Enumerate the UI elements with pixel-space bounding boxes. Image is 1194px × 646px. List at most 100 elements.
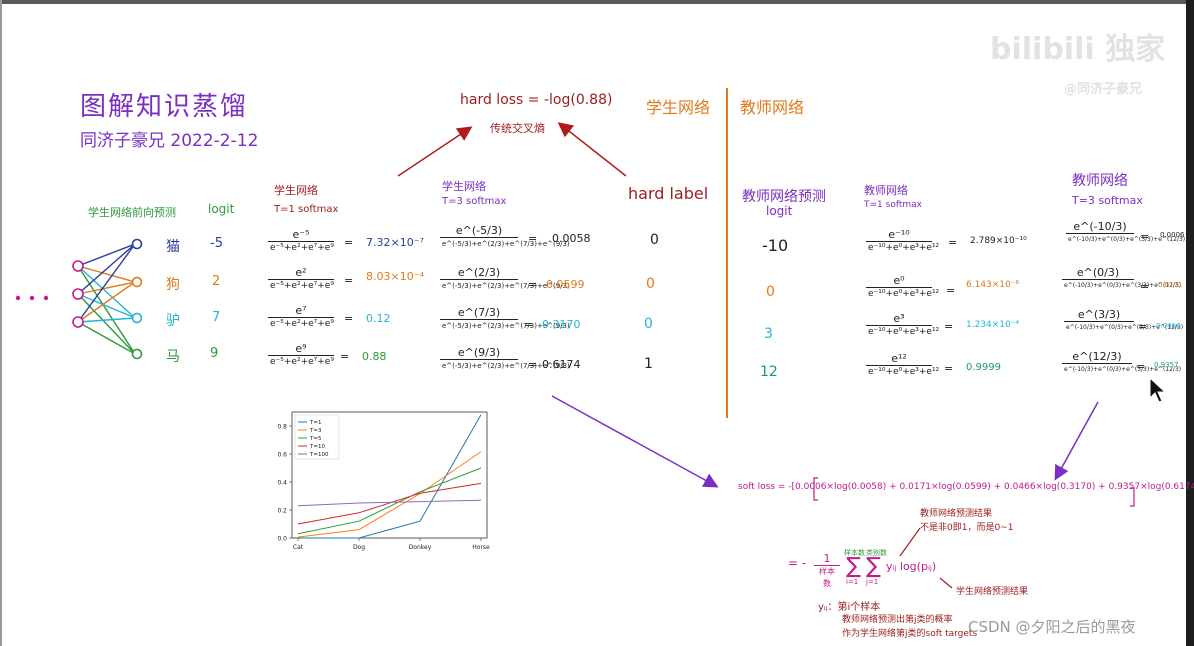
teacher-t1-eq-donkey: =: [944, 320, 954, 333]
series-line-t-3: [297, 451, 482, 538]
soft-loss-general-lhs: = -: [788, 556, 807, 570]
student-t1-eq-cat: =: [344, 236, 354, 249]
arrow-to-soft-loss-2: [1054, 401, 1099, 481]
y-tick-label: 0.2: [277, 508, 287, 515]
hard-loss-formula: hard loss = -log(0.88): [460, 92, 613, 108]
student-t1-eq-donkey: =: [344, 312, 354, 325]
teacher-logit-donkey: 3: [764, 326, 773, 342]
teacher-t1-eq-cat: =: [948, 236, 958, 249]
x-tick-label: Donkey: [409, 544, 432, 551]
x-tick-label: Dog: [353, 544, 365, 551]
arrow-to-hard-loss-2: [557, 122, 627, 177]
sum1-bottom: i=1: [846, 578, 859, 586]
page-subtitle: 同济子豪兄 2022-2-12: [80, 131, 259, 151]
teacher-t1-frac-cat: e⁻¹⁰ e⁻¹⁰+e⁰+e³+e¹²: [866, 228, 940, 253]
student-t3-val-donkey: 0.3170: [542, 318, 581, 331]
series-line-t-100: [297, 499, 482, 507]
student-t3-header-temp: T=3 softmax: [442, 196, 507, 207]
student-t3-eq-horse: =: [528, 358, 538, 371]
teacher-t1-val-cat: 2.789×10⁻¹⁰: [970, 236, 1027, 246]
student-t1-frac-horse: e⁹ e⁻⁵+e²+e⁷+e⁹: [268, 342, 334, 367]
bilibili-logo: bilibili 独家: [990, 32, 1166, 67]
student-t3-eq-cat: =: [528, 232, 538, 245]
teacher-t3-frac-donkey: e^(3/3) e^(-10/3)+e^(0/3)+e^(3/3)+e^(12/3…: [1064, 308, 1183, 334]
student-t1-eq-horse: =: [340, 350, 350, 363]
teacher-t1-val-donkey: 1.234×10⁻⁴: [966, 320, 1020, 330]
x-tick-label: Cat: [293, 544, 304, 551]
window-right-border: [1186, 0, 1194, 646]
teacher-t3-frac-dog: e^(0/3) e^(-10/3)+e^(0/3)+e^(3/3)+e^(12/3…: [1062, 266, 1181, 292]
teacher-t1-header-temp: T=1 softmax: [864, 200, 922, 210]
mouse-cursor-icon: [1149, 376, 1167, 403]
student-t3-frac-horse: e^(9/3) e^(-5/3)+e^(2/3)+e^(7/3)+e^(9/3): [440, 346, 570, 370]
note-student: 学生网络预测结果: [956, 587, 1029, 597]
hard-loss-caption: 传统交叉熵: [490, 122, 545, 135]
temperature-chart-svg: 0.0 0.2 0.4 0.6 0.8 Cat Dog Donkey Horse T=1 T=3 T=…: [277, 411, 490, 551]
student-t3-frac-dog: e^(2/3) e^(-5/3)+e^(2/3)+e^(7/3)+e^(9/3): [440, 266, 570, 290]
teacher-logit-cat: -10: [762, 236, 789, 255]
y-tick-label: 0.0: [277, 536, 287, 543]
student-t1-frac-cat: e⁻⁵ e⁻⁵+e²+e⁷+e⁹: [268, 228, 334, 253]
sum1-symbol: ∑: [846, 554, 861, 579]
student-t3-frac-cat: e^(-5/3) e^(-5/3)+e^(2/3)+e^(7/3)+e^(9/3): [440, 224, 570, 248]
student-t1-val-horse: 0.88: [362, 350, 387, 363]
teacher-logit-horse: 12: [760, 364, 778, 380]
soft-loss-formula: soft loss = -[0.0006×log(0.0058) + 0.017…: [738, 482, 1194, 492]
teacher-t1-frac-horse: e¹² e⁻¹⁰+e⁰+e³+e¹²: [866, 352, 940, 377]
student-t1-val-cat: 7.32×10⁻⁷: [366, 236, 424, 249]
window-top-bar: [0, 0, 1194, 4]
soft-loss-average-frac: 1 样本数: [814, 552, 840, 590]
teacher-t3-header-temp: T=3 softmax: [1072, 194, 1143, 207]
teacher-t1-frac-donkey: e³ e⁻¹⁰+e⁰+e³+e¹²: [866, 312, 940, 337]
legend-label: T=5: [309, 436, 322, 442]
student-t3-header-name: 学生网络: [442, 180, 486, 193]
teacher-t3-val-dog: 0.0171: [1158, 281, 1183, 289]
note-teacher-line2: 不是非0即1，而是0~1: [920, 523, 1014, 533]
arrow-to-hard-loss-1: [397, 126, 473, 177]
series-line-t-1: [298, 414, 482, 539]
student-t1-frac-donkey: e⁷ e⁻⁵+e²+e⁷+e⁹: [268, 304, 334, 329]
bracket-arrow-student: [939, 577, 953, 589]
sum2-top: 类别数: [866, 549, 887, 557]
teacher-t3-eq-horse: =: [1136, 360, 1146, 373]
student-t3-val-dog: 0.0599: [546, 278, 585, 291]
student-t3-val-horse: 0.6174: [542, 358, 581, 371]
student-t1-val-donkey: 0.12: [366, 312, 391, 325]
teacher-t1-val-horse: 0.9999: [966, 362, 1001, 373]
arrow-to-soft-loss-1: [551, 395, 719, 488]
student-header: 学生网络: [646, 98, 711, 117]
series-line-t-10: [297, 482, 482, 525]
student-logit-cat: -5: [210, 236, 223, 251]
temperature-chart: 0.0 0.2 0.4 0.6 0.8 Cat Dog Donkey Horse T=1 T=3 T=…: [262, 404, 492, 554]
hard-label-header: hard label: [628, 184, 709, 203]
student-t1-val-dog: 8.03×10⁻⁴: [366, 270, 424, 283]
y-tick-label: 0.4: [277, 480, 287, 487]
hard-label-donkey: 0: [644, 316, 653, 332]
legend-label: T=100: [309, 452, 329, 458]
teacher-logit-dog: 0: [766, 284, 775, 300]
student-t1-header-name: 学生网络: [274, 184, 318, 197]
note-teacher-line1: 教师网络预测结果: [920, 509, 993, 519]
student-network-diagram: [15, 238, 143, 360]
teacher-t1-header-name: 教师网络: [864, 184, 908, 197]
teacher-t1-eq-horse: =: [944, 362, 954, 375]
student-logit-header: logit: [208, 202, 235, 216]
y-tick-label: 0.8: [277, 424, 287, 431]
teacher-t3-val-cat: 0.0006: [1160, 231, 1185, 239]
teacher-t3-frac-cat: e^(-10/3) e^(-10/3)+e^(0/3)+e^(3/3)+e^(12…: [1066, 220, 1185, 246]
teacher-pred-logit-header: logit: [766, 204, 793, 218]
page-title: 图解知识蒸馏: [80, 92, 249, 122]
class-label-donkey: 驴: [166, 313, 180, 329]
x-tick-label: Horse: [472, 544, 490, 551]
teacher-t3-val-donkey: 0.0466: [1156, 322, 1181, 330]
student-t3-frac-donkey: e^(7/3) e^(-5/3)+e^(2/3)+e^(7/3)+e^(9/3): [440, 306, 570, 330]
hard-label-horse: 1: [644, 356, 653, 372]
teacher-t1-frac-dog: e⁰ e⁻¹⁰+e⁰+e³+e¹²: [866, 274, 940, 299]
student-t1-eq-dog: =: [344, 274, 354, 287]
teacher-t3-eq-donkey: =: [1138, 320, 1148, 333]
student-t3-eq-donkey: =: [524, 318, 534, 331]
soft-loss-term: yᵢⱼ log(pᵢⱼ): [886, 560, 937, 573]
teacher-pred-header: 教师网络预测: [742, 189, 826, 205]
hard-label-dog: 0: [646, 276, 655, 292]
teacher-t3-val-horse: 0.9357: [1154, 361, 1179, 369]
